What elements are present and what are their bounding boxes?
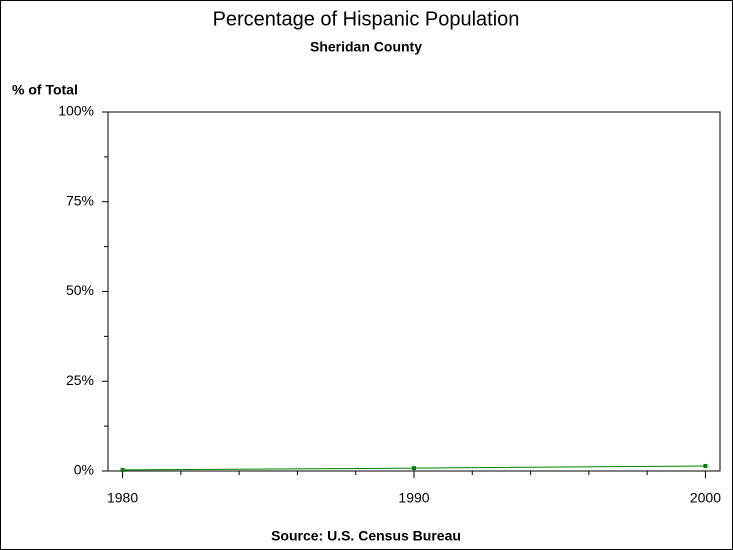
y-tick-label: 75% xyxy=(66,192,94,208)
data-point xyxy=(120,467,125,472)
chart-title: Percentage of Hispanic Population xyxy=(213,8,520,30)
y-tick-label: 100% xyxy=(58,103,94,119)
x-tick-label: 1980 xyxy=(107,490,138,506)
y-tick-label: 0% xyxy=(74,462,94,478)
data-point xyxy=(412,466,416,471)
y-axis-label: % of Total xyxy=(12,82,78,98)
y-tick-label: 50% xyxy=(66,282,94,298)
data-point xyxy=(703,463,708,468)
x-tick-label: 1990 xyxy=(398,490,429,506)
y-tick-label: 25% xyxy=(66,372,94,388)
chart-subtitle: Sheridan County xyxy=(310,39,422,55)
x-tick-label: 2000 xyxy=(690,490,721,506)
source-note: Source: U.S. Census Bureau xyxy=(271,528,461,544)
